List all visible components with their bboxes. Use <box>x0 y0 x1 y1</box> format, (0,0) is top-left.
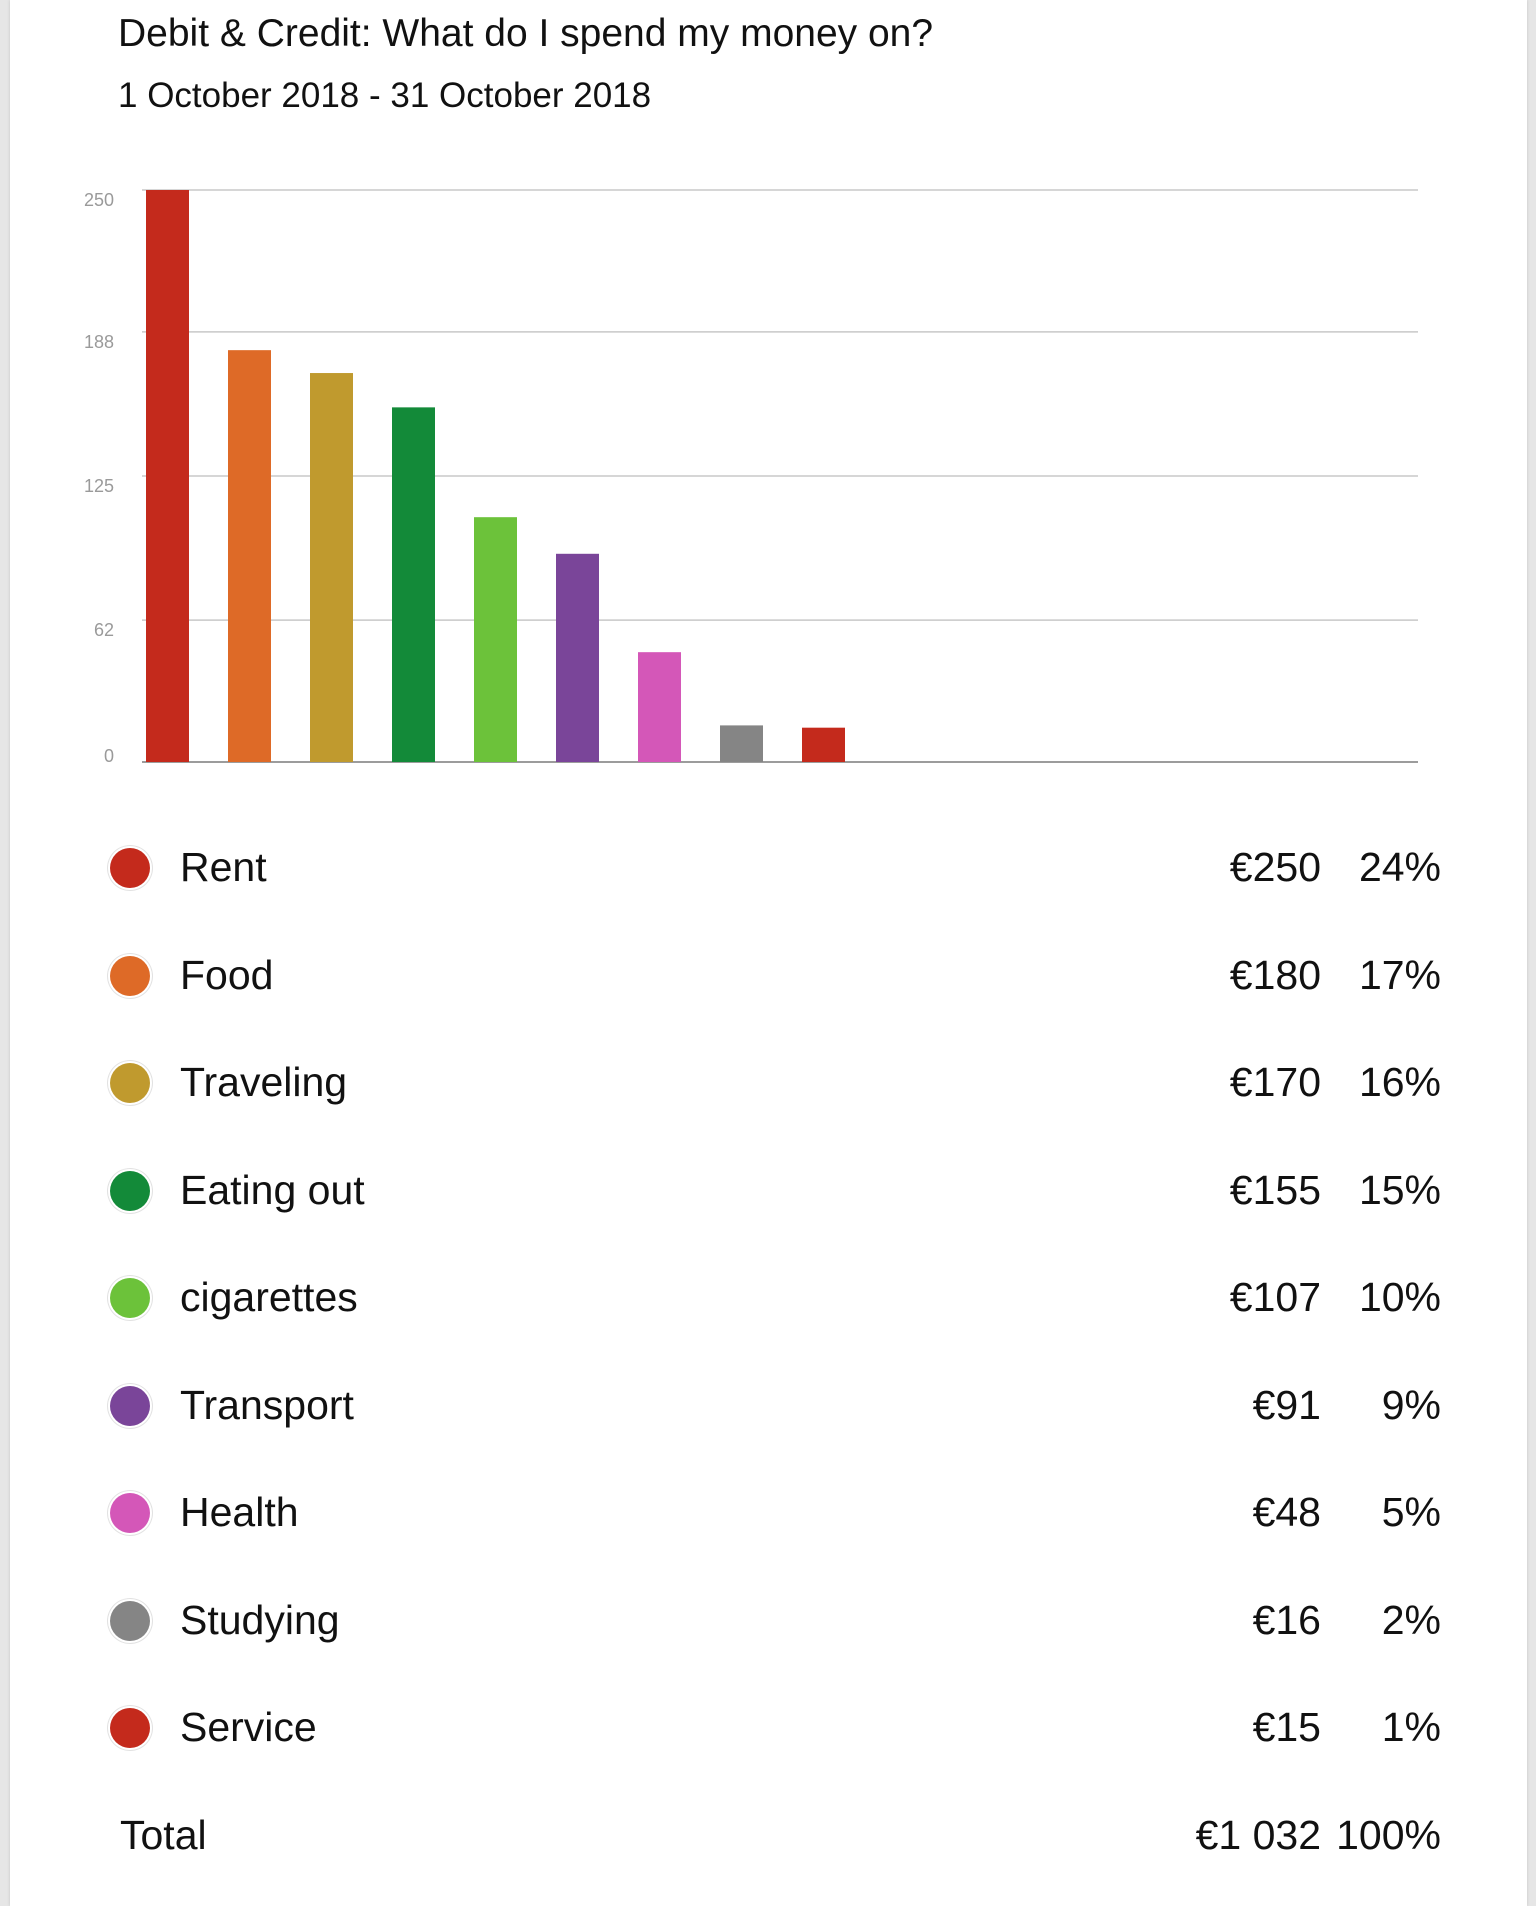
bar-eating-out[interactable] <box>392 407 435 762</box>
legend-item-amount: €15 <box>1252 1704 1321 1750</box>
legend-item-label: Eating out <box>180 1166 365 1213</box>
legend-item-label: Food <box>180 951 274 998</box>
legend-item[interactable]: Rent €250 24% <box>10 840 1527 900</box>
chart-title: Debit & Credit: What do I spend my money… <box>118 12 934 55</box>
y-tick-label: 125 <box>84 476 114 496</box>
legend-item-amount: €170 <box>1229 1059 1321 1105</box>
legend-color-dot <box>110 1063 150 1103</box>
legend-item[interactable]: Health €48 5% <box>10 1485 1527 1545</box>
bar-studying[interactable] <box>720 725 763 762</box>
legend-item-percent: 15% <box>1358 1166 1441 1213</box>
legend-item-amount: €155 <box>1229 1166 1321 1213</box>
legend-item-label: Service <box>180 1704 317 1750</box>
legend-color-dot <box>110 1170 150 1211</box>
legend-item[interactable]: cigarettes €107 10% <box>10 1270 1527 1330</box>
legend-color-dot <box>110 955 150 996</box>
legend-item-percent: 2% <box>1381 1596 1441 1643</box>
legend-item-label: Traveling <box>180 1059 348 1105</box>
bar-service[interactable] <box>802 727 845 762</box>
legend-color-dot <box>110 848 150 888</box>
legend-item-amount: €107 <box>1229 1274 1321 1320</box>
report-page: Debit & Credit: What do I spend my money… <box>10 0 1527 1906</box>
bar-rent[interactable] <box>146 190 189 762</box>
legend-item[interactable]: Transport €91 9% <box>10 1378 1527 1438</box>
legend-item[interactable]: Food €180 17% <box>10 948 1527 1008</box>
grid-lines <box>142 189 1418 763</box>
legend-item-amount: €180 <box>1229 951 1321 998</box>
total-label: Total <box>120 1811 207 1858</box>
bar-health[interactable] <box>638 652 681 762</box>
legend-item[interactable]: Studying €16 2% <box>10 1593 1527 1653</box>
legend-color-dot <box>110 1493 150 1533</box>
legend-color-dot <box>110 1278 150 1318</box>
legend-item-percent: 24% <box>1358 844 1441 890</box>
legend-item[interactable]: Traveling €170 16% <box>10 1055 1527 1115</box>
legend-item-percent: 9% <box>1381 1381 1441 1428</box>
legend-item-label: Health <box>180 1489 299 1535</box>
legend-color-dot <box>110 1600 150 1641</box>
y-tick-label: 0 <box>104 746 114 766</box>
chart-subtitle: 1 October 2018 - 31 October 2018 <box>118 76 652 115</box>
total-row: Total €1 032 100% <box>10 1808 1527 1868</box>
legend-item-label: Rent <box>180 844 267 890</box>
y-axis-ticks: 0 62 125 188 250 <box>84 190 114 766</box>
legend-item-percent: 1% <box>1381 1704 1441 1750</box>
legend-item-amount: €16 <box>1252 1596 1321 1643</box>
legend-item-label: Studying <box>180 1596 340 1643</box>
legend-item-percent: 5% <box>1381 1489 1441 1535</box>
y-tick-label: 188 <box>84 332 114 352</box>
legend-color-dot <box>110 1708 150 1748</box>
legend-item-percent: 16% <box>1358 1059 1441 1105</box>
bar-cigarettes[interactable] <box>474 517 517 762</box>
legend-item-amount: €48 <box>1252 1489 1321 1535</box>
legend-item-amount: €250 <box>1229 844 1321 890</box>
y-tick-label: 62 <box>94 620 114 640</box>
legend-item-label: cigarettes <box>180 1274 358 1320</box>
bar-traveling[interactable] <box>310 373 353 762</box>
legend-item[interactable]: Service €15 1% <box>10 1700 1527 1760</box>
total-amount: €1 032 <box>1195 1811 1321 1858</box>
bars <box>146 190 845 762</box>
legend-item-label: Transport <box>180 1381 354 1428</box>
legend-item-percent: 17% <box>1358 951 1441 998</box>
bar-food[interactable] <box>228 350 271 762</box>
bar-transport[interactable] <box>556 553 599 762</box>
legend-item-percent: 10% <box>1358 1274 1441 1320</box>
bar-chart: 0 62 125 188 250 <box>84 189 1418 766</box>
total-percent: 100% <box>1336 1811 1441 1858</box>
legend-item[interactable]: Eating out €155 15% <box>10 1163 1527 1223</box>
y-tick-label: 250 <box>84 190 114 210</box>
legend-item-amount: €91 <box>1252 1381 1321 1428</box>
legend-color-dot <box>110 1385 150 1426</box>
